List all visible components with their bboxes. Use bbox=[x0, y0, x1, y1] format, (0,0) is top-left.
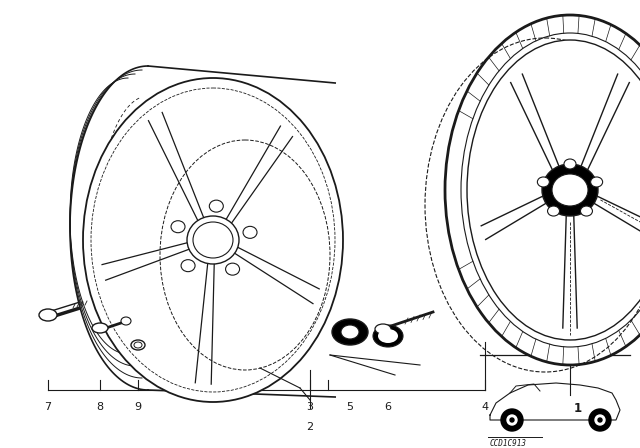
Ellipse shape bbox=[467, 40, 640, 340]
Circle shape bbox=[510, 418, 514, 422]
Ellipse shape bbox=[39, 309, 57, 321]
Text: 4: 4 bbox=[481, 402, 488, 412]
Text: 9: 9 bbox=[134, 402, 141, 412]
Ellipse shape bbox=[121, 317, 131, 325]
Ellipse shape bbox=[332, 319, 368, 345]
Text: 2: 2 bbox=[307, 422, 314, 432]
Text: 1: 1 bbox=[574, 402, 582, 415]
Text: 8: 8 bbox=[97, 402, 104, 412]
Text: 6: 6 bbox=[385, 402, 392, 412]
Circle shape bbox=[595, 415, 605, 425]
Circle shape bbox=[501, 409, 523, 431]
Ellipse shape bbox=[445, 15, 640, 365]
Text: CCD1C913: CCD1C913 bbox=[490, 439, 527, 448]
Ellipse shape bbox=[542, 164, 598, 216]
Ellipse shape bbox=[564, 159, 576, 169]
Ellipse shape bbox=[131, 340, 145, 350]
Ellipse shape bbox=[552, 174, 588, 206]
Ellipse shape bbox=[375, 324, 391, 334]
Ellipse shape bbox=[548, 206, 559, 216]
Ellipse shape bbox=[580, 206, 593, 216]
Ellipse shape bbox=[538, 177, 549, 187]
Ellipse shape bbox=[134, 342, 142, 348]
Ellipse shape bbox=[92, 323, 108, 333]
Ellipse shape bbox=[181, 260, 195, 271]
Ellipse shape bbox=[243, 226, 257, 238]
Text: 3: 3 bbox=[307, 402, 314, 412]
Circle shape bbox=[589, 409, 611, 431]
Text: 5: 5 bbox=[346, 402, 353, 412]
Ellipse shape bbox=[373, 325, 403, 347]
Ellipse shape bbox=[83, 78, 343, 402]
Circle shape bbox=[507, 415, 517, 425]
Ellipse shape bbox=[209, 200, 223, 212]
Ellipse shape bbox=[341, 325, 359, 339]
Ellipse shape bbox=[378, 329, 398, 343]
Ellipse shape bbox=[461, 33, 640, 347]
Ellipse shape bbox=[225, 263, 239, 275]
Ellipse shape bbox=[171, 221, 185, 233]
Ellipse shape bbox=[591, 177, 603, 187]
Ellipse shape bbox=[187, 216, 239, 264]
Text: 7: 7 bbox=[44, 402, 52, 412]
Circle shape bbox=[598, 418, 602, 422]
Ellipse shape bbox=[193, 222, 233, 258]
